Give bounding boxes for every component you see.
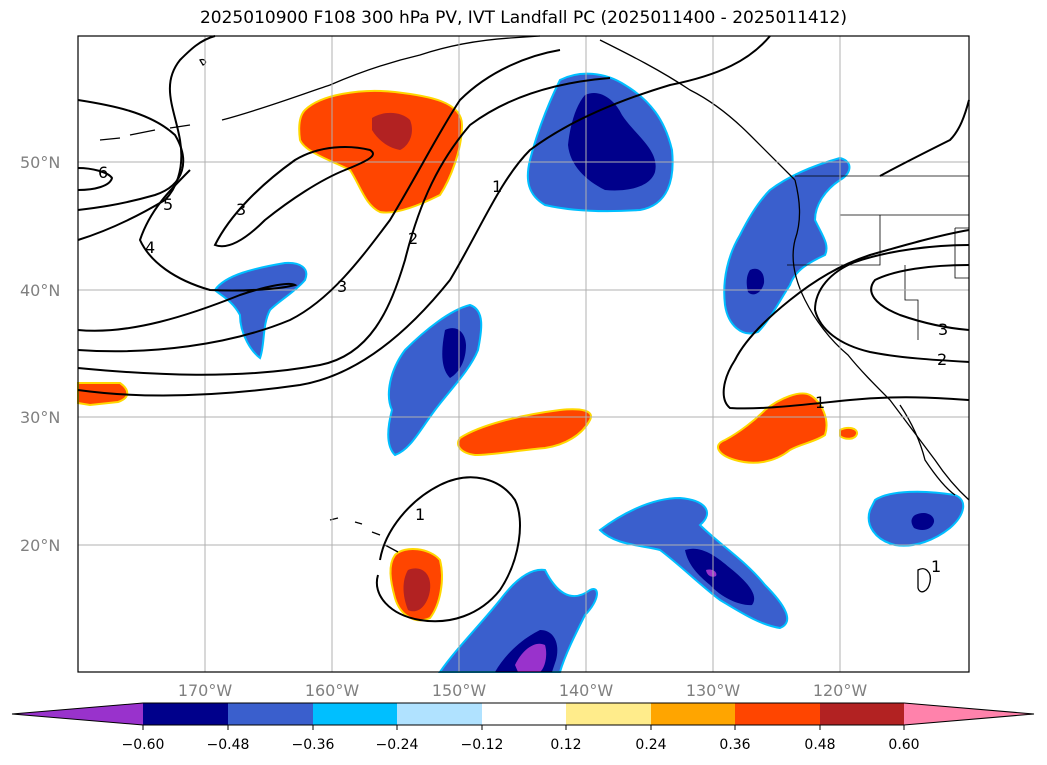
contour-3-upper xyxy=(213,146,374,248)
contour-2-east xyxy=(813,244,970,363)
contour-5 xyxy=(77,35,216,241)
contour-1-hawaii xyxy=(375,476,521,623)
contour-label: 2 xyxy=(937,350,947,369)
colorbar-above-arrow xyxy=(904,703,1034,725)
extreme-negative-spot xyxy=(706,569,717,577)
strong-negative-core xyxy=(746,268,765,295)
contour-3 xyxy=(77,49,561,353)
colorbar-ticks xyxy=(142,725,905,730)
contour-label: 2 xyxy=(408,229,418,248)
lon-label: 150°W xyxy=(432,681,487,700)
lon-label: 120°W xyxy=(813,681,868,700)
contour-2 xyxy=(77,77,611,376)
lon-label: 160°W xyxy=(305,681,360,700)
contour-3-east xyxy=(870,264,970,331)
lon-label: 130°W xyxy=(686,681,741,700)
contour-label: 6 xyxy=(98,163,108,182)
contour-label: 1 xyxy=(492,177,502,196)
extreme-negative-spot xyxy=(515,643,547,672)
alaska-panhandle-coastline xyxy=(599,39,796,181)
colorbar-swatch xyxy=(820,703,904,725)
positive-anomaly-region xyxy=(717,392,828,464)
negative-anomaly-region xyxy=(438,568,598,673)
contour-label: 3 xyxy=(938,320,948,339)
colorbar-tick-label: −0.36 xyxy=(292,737,335,753)
positive-anomaly-region xyxy=(298,89,464,214)
colorbar-tick-labels: −0.60 −0.48 −0.36 −0.24 −0.12 0.12 0.24 … xyxy=(122,737,920,753)
colorbar-tick-label: 0.36 xyxy=(719,737,750,753)
positive-anomaly-region xyxy=(839,426,859,440)
small-island xyxy=(917,568,931,593)
contour-6 xyxy=(77,99,185,211)
colorbar-swatch xyxy=(651,703,735,725)
contour-label: 1 xyxy=(415,505,425,524)
strong-positive-core xyxy=(403,568,431,612)
colorbar-swatch xyxy=(228,703,313,725)
colorbar-tick-label: −0.48 xyxy=(207,737,250,753)
plot-title: 2025010900 F108 300 hPa PV, IVT Landfall… xyxy=(199,8,847,28)
longitude-labels: 170°W 160°W 150°W 140°W 130°W 120°W xyxy=(178,681,868,700)
colorbar-tick-label: 0.12 xyxy=(550,737,581,753)
colorbar-swatch xyxy=(397,703,482,725)
north-america-west-coastline xyxy=(792,179,970,501)
colorbar-swatch xyxy=(313,703,397,725)
strong-negative-core xyxy=(911,512,935,530)
contour-6-inner xyxy=(77,167,114,191)
latitude-labels: 50°N 40°N 30°N 20°N xyxy=(20,153,60,555)
contour-1 xyxy=(77,35,771,397)
positive-anomaly-region xyxy=(457,408,592,457)
contour-label: 1 xyxy=(815,393,825,412)
positive-anomaly-region xyxy=(77,382,129,407)
contour-1-east xyxy=(722,229,970,410)
hawaii-islands xyxy=(329,517,399,553)
strong-negative-core xyxy=(442,328,466,378)
map-frame xyxy=(77,35,970,673)
coastlines xyxy=(99,35,970,593)
strong-negative-core xyxy=(685,548,755,606)
colorbar-tick-label: 0.24 xyxy=(635,737,666,753)
colorbar-below-arrow xyxy=(12,703,143,725)
colorbar-tick-label: 0.60 xyxy=(888,737,919,753)
lon-label: 170°W xyxy=(178,681,233,700)
lat-label: 40°N xyxy=(20,281,60,300)
contour-label: 5 xyxy=(163,195,173,214)
colorbar xyxy=(11,702,1035,726)
lon-label: 140°W xyxy=(559,681,614,700)
contour-label: 3 xyxy=(337,277,347,296)
colorbar-swatch xyxy=(735,703,820,725)
ivt-contours xyxy=(77,35,970,623)
baja-california-coastline xyxy=(899,404,956,496)
colorbar-swatch xyxy=(143,703,228,725)
colorbar-tick-label: −0.12 xyxy=(461,737,504,753)
aleutian-islands xyxy=(99,124,191,141)
contour-label: 4 xyxy=(145,238,155,257)
strong-negative-core xyxy=(568,92,656,191)
map-background xyxy=(78,36,969,672)
contour-label: 3 xyxy=(236,200,246,219)
contour-4 xyxy=(77,169,298,332)
lat-label: 30°N xyxy=(20,408,60,427)
colorbar-swatch xyxy=(482,703,566,725)
colorbar-tick-label: 0.48 xyxy=(804,737,835,753)
state-boundaries xyxy=(787,176,969,340)
lat-label: 20°N xyxy=(20,536,60,555)
strong-positive-core xyxy=(372,112,412,150)
colorbar-tick-label: −0.24 xyxy=(376,737,419,753)
contour-labels: 6 5 4 3 3 2 1 1 3 2 1 1 xyxy=(98,163,948,576)
contour-1-north xyxy=(879,99,970,177)
colorbar-tick-label: −0.60 xyxy=(122,737,165,753)
colorbar-swatch xyxy=(566,703,651,725)
lat-label: 50°N xyxy=(20,153,60,172)
alaska-coastline xyxy=(221,35,541,121)
contour-label: 1 xyxy=(931,557,941,576)
